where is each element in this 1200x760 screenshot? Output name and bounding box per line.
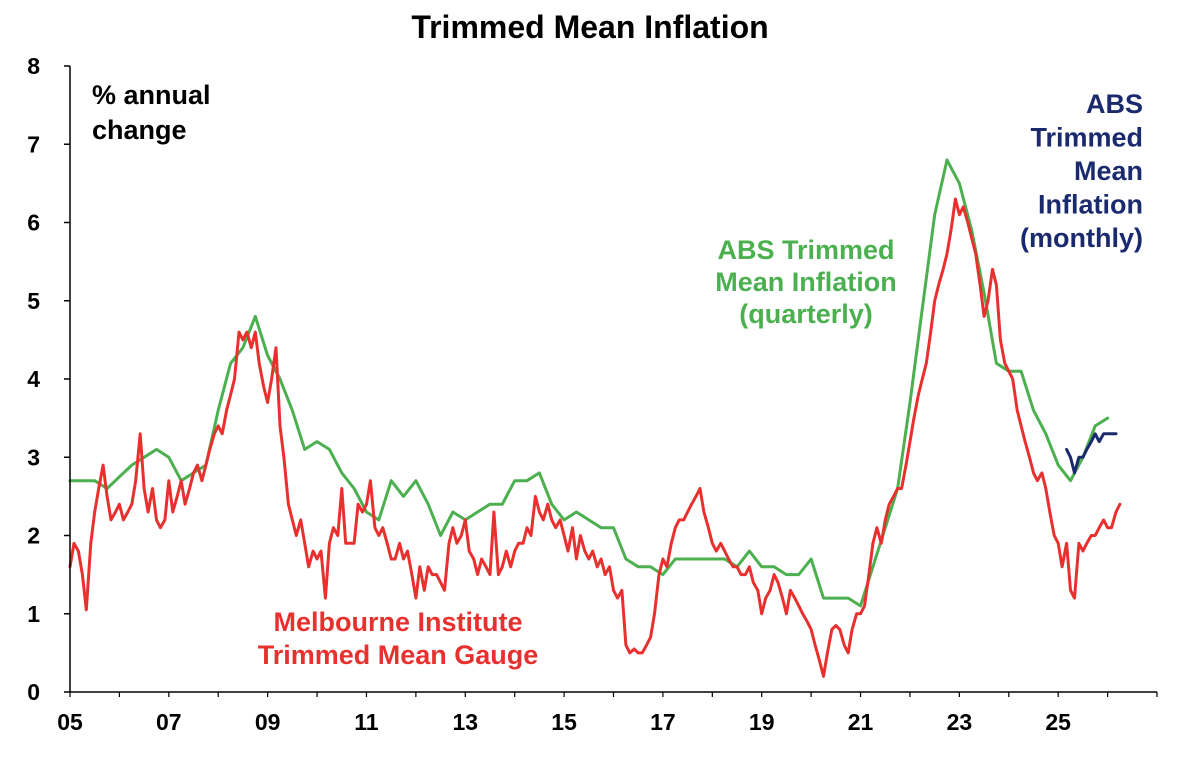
series-label-melbourne: Trimmed Mean Gauge — [258, 640, 539, 670]
y-tick-label: 6 — [27, 210, 40, 236]
x-tick-label: 21 — [848, 709, 874, 735]
series-line-abs-monthly — [1065, 432, 1118, 475]
y-tick-label: 7 — [27, 131, 40, 157]
series-label-abs-quarterly: (quarterly) — [739, 299, 873, 329]
x-axis-ticks: 05 07 09 11 13 15 17 19 21 23 25 — [57, 692, 1158, 735]
series-line-abs-quarterly — [68, 158, 1110, 608]
y-unit-note-line-1: % annual — [92, 80, 211, 110]
y-axis-ticks: 0 1 2 3 4 5 6 7 8 — [27, 53, 70, 705]
x-tick-label: 23 — [947, 709, 973, 735]
x-tick-label: 11 — [354, 709, 379, 735]
y-tick-label: 1 — [27, 601, 40, 627]
x-tick-label: 25 — [1045, 709, 1071, 735]
series-line-melbourne — [68, 197, 1122, 678]
series-label-abs-monthly: Mean — [1074, 156, 1143, 186]
y-tick-label: 8 — [27, 53, 40, 79]
y-tick-label: 5 — [27, 288, 40, 314]
y-tick-label: 0 — [27, 679, 40, 705]
x-tick-label: 13 — [452, 709, 478, 735]
x-tick-label: 07 — [156, 709, 182, 735]
series-label-melbourne: Melbourne Institute — [274, 607, 523, 637]
series-label-abs-quarterly: ABS Trimmed — [717, 235, 894, 265]
y-unit-note-line-2: change — [92, 115, 187, 145]
x-tick-label: 09 — [255, 709, 281, 735]
x-tick-label: 17 — [650, 709, 676, 735]
x-tick-label: 19 — [749, 709, 775, 735]
series-label-abs-monthly: ABS — [1086, 89, 1143, 119]
x-tick-label: 05 — [57, 709, 83, 735]
y-tick-label: 2 — [27, 523, 40, 549]
y-tick-label: 4 — [27, 366, 40, 392]
series-lines — [68, 158, 1122, 678]
series-label-abs-quarterly: Mean Inflation — [715, 267, 897, 297]
series-label-abs-monthly: (monthly) — [1020, 223, 1143, 253]
x-tick-label: 15 — [551, 709, 577, 735]
y-tick-label: 3 — [27, 444, 40, 470]
series-label-abs-monthly: Trimmed — [1030, 123, 1143, 153]
series-label-abs-monthly: Inflation — [1038, 190, 1143, 220]
chart-title: Trimmed Mean Inflation — [411, 9, 768, 45]
